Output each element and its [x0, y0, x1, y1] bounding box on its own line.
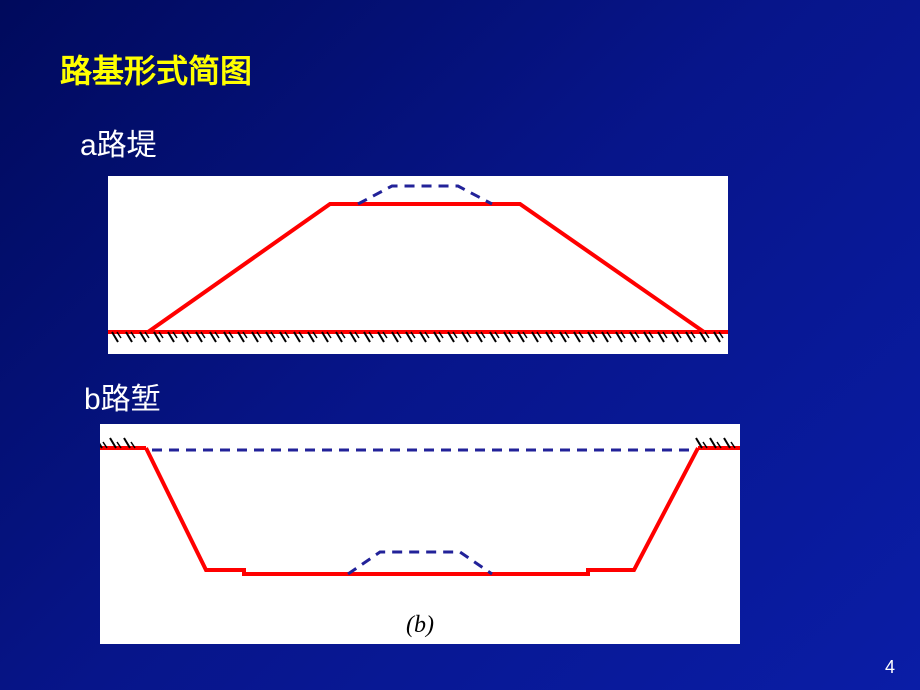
- figure-b-drawing: (b): [100, 438, 740, 638]
- slide-title: 路基形式简图: [60, 46, 252, 92]
- page-number: 4: [885, 657, 895, 678]
- figure-b-cutting: (b): [100, 424, 740, 644]
- figure-b-svg: (b): [100, 424, 740, 644]
- figure-a-embankment: [108, 176, 728, 354]
- label-b: b路堑: [84, 374, 161, 418]
- figure-a-drawing: [108, 186, 728, 342]
- svg-text:(b): (b): [406, 612, 434, 638]
- label-a: a路堤: [80, 120, 157, 164]
- figure-a-svg: [108, 176, 728, 354]
